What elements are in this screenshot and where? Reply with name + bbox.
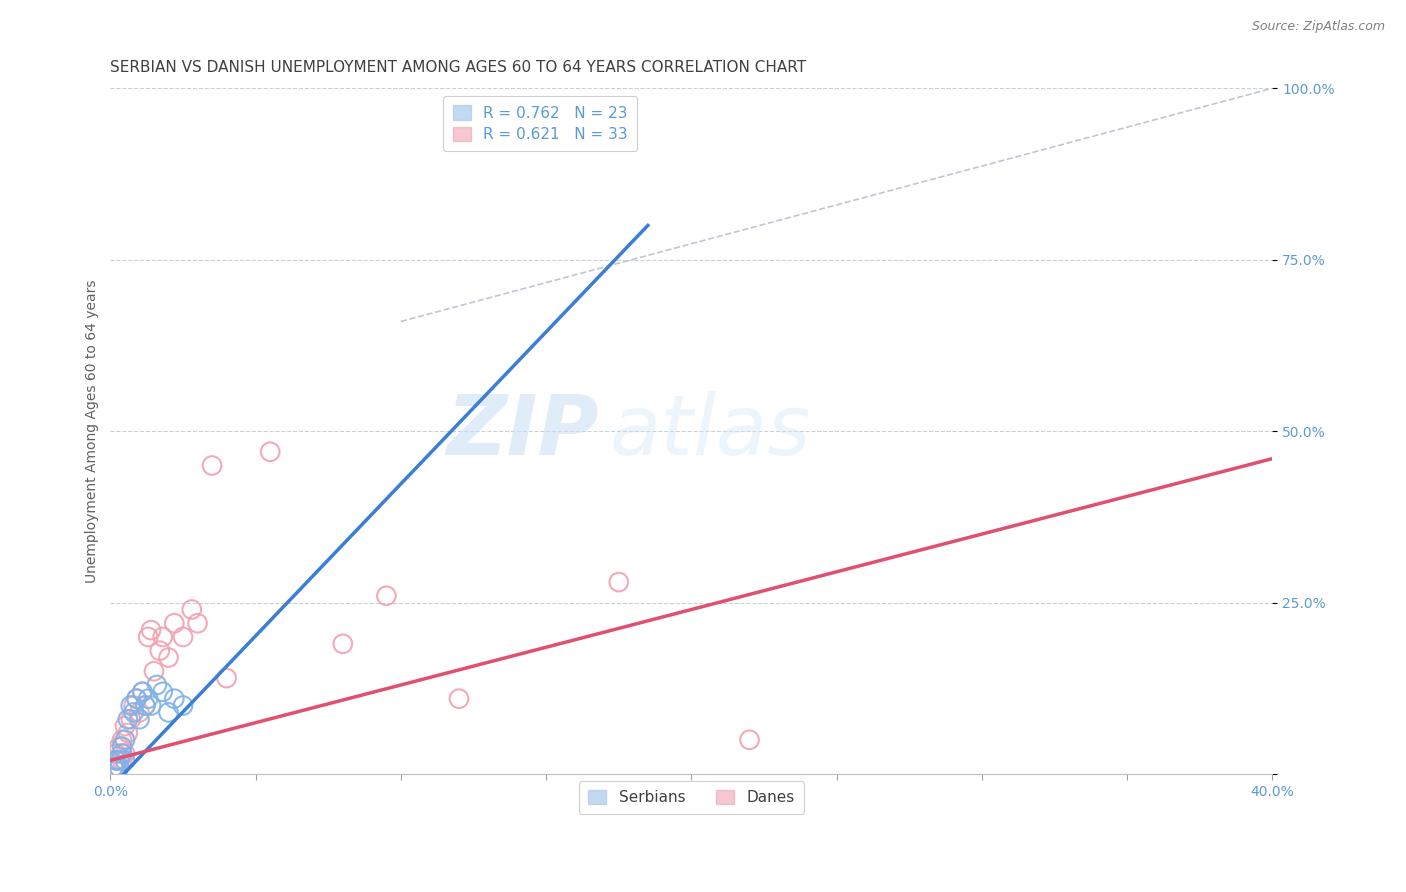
Point — [259, 444, 281, 458]
Point — [117, 726, 139, 740]
Point — [607, 575, 630, 590]
Point — [134, 698, 156, 713]
Point — [157, 706, 180, 720]
Point — [120, 698, 142, 713]
Point — [128, 706, 150, 720]
Point — [114, 719, 136, 733]
Text: ZIP: ZIP — [446, 391, 599, 472]
Point — [738, 732, 761, 747]
Point — [136, 630, 159, 644]
Point — [152, 630, 174, 644]
Point — [122, 698, 145, 713]
Point — [108, 760, 131, 774]
Text: SERBIAN VS DANISH UNEMPLOYMENT AMONG AGES 60 TO 64 YEARS CORRELATION CHART: SERBIAN VS DANISH UNEMPLOYMENT AMONG AGE… — [111, 60, 807, 75]
Y-axis label: Unemployment Among Ages 60 to 64 years: Unemployment Among Ages 60 to 64 years — [86, 279, 100, 583]
Point — [201, 458, 224, 473]
Point — [146, 678, 169, 692]
Point — [103, 760, 125, 774]
Point — [114, 732, 136, 747]
Point — [143, 665, 166, 679]
Point — [139, 623, 162, 637]
Point — [172, 630, 194, 644]
Point — [172, 698, 194, 713]
Point — [111, 753, 134, 767]
Point — [139, 698, 162, 713]
Text: atlas: atlas — [610, 391, 811, 472]
Point — [105, 753, 128, 767]
Point — [128, 712, 150, 726]
Point — [114, 753, 136, 767]
Point — [131, 685, 153, 699]
Point — [108, 739, 131, 754]
Point — [157, 650, 180, 665]
Point — [152, 685, 174, 699]
Text: Source: ZipAtlas.com: Source: ZipAtlas.com — [1251, 20, 1385, 33]
Point — [108, 753, 131, 767]
Point — [125, 691, 148, 706]
Point — [180, 602, 202, 616]
Point — [163, 691, 186, 706]
Point — [332, 637, 354, 651]
Point — [103, 760, 125, 774]
Point — [120, 712, 142, 726]
Point — [105, 747, 128, 761]
Point — [111, 732, 134, 747]
Point — [117, 712, 139, 726]
Point — [136, 691, 159, 706]
Point — [125, 691, 148, 706]
Point — [447, 691, 470, 706]
Point — [105, 753, 128, 767]
Point — [131, 685, 153, 699]
Point — [105, 760, 128, 774]
Point — [134, 698, 156, 713]
Point — [111, 747, 134, 761]
Point — [375, 589, 398, 603]
Point — [122, 706, 145, 720]
Legend: Serbians, Danes: Serbians, Danes — [579, 780, 804, 814]
Point — [111, 739, 134, 754]
Point — [149, 643, 172, 657]
Point — [163, 616, 186, 631]
Point — [215, 671, 238, 685]
Point — [187, 616, 209, 631]
Point — [114, 747, 136, 761]
